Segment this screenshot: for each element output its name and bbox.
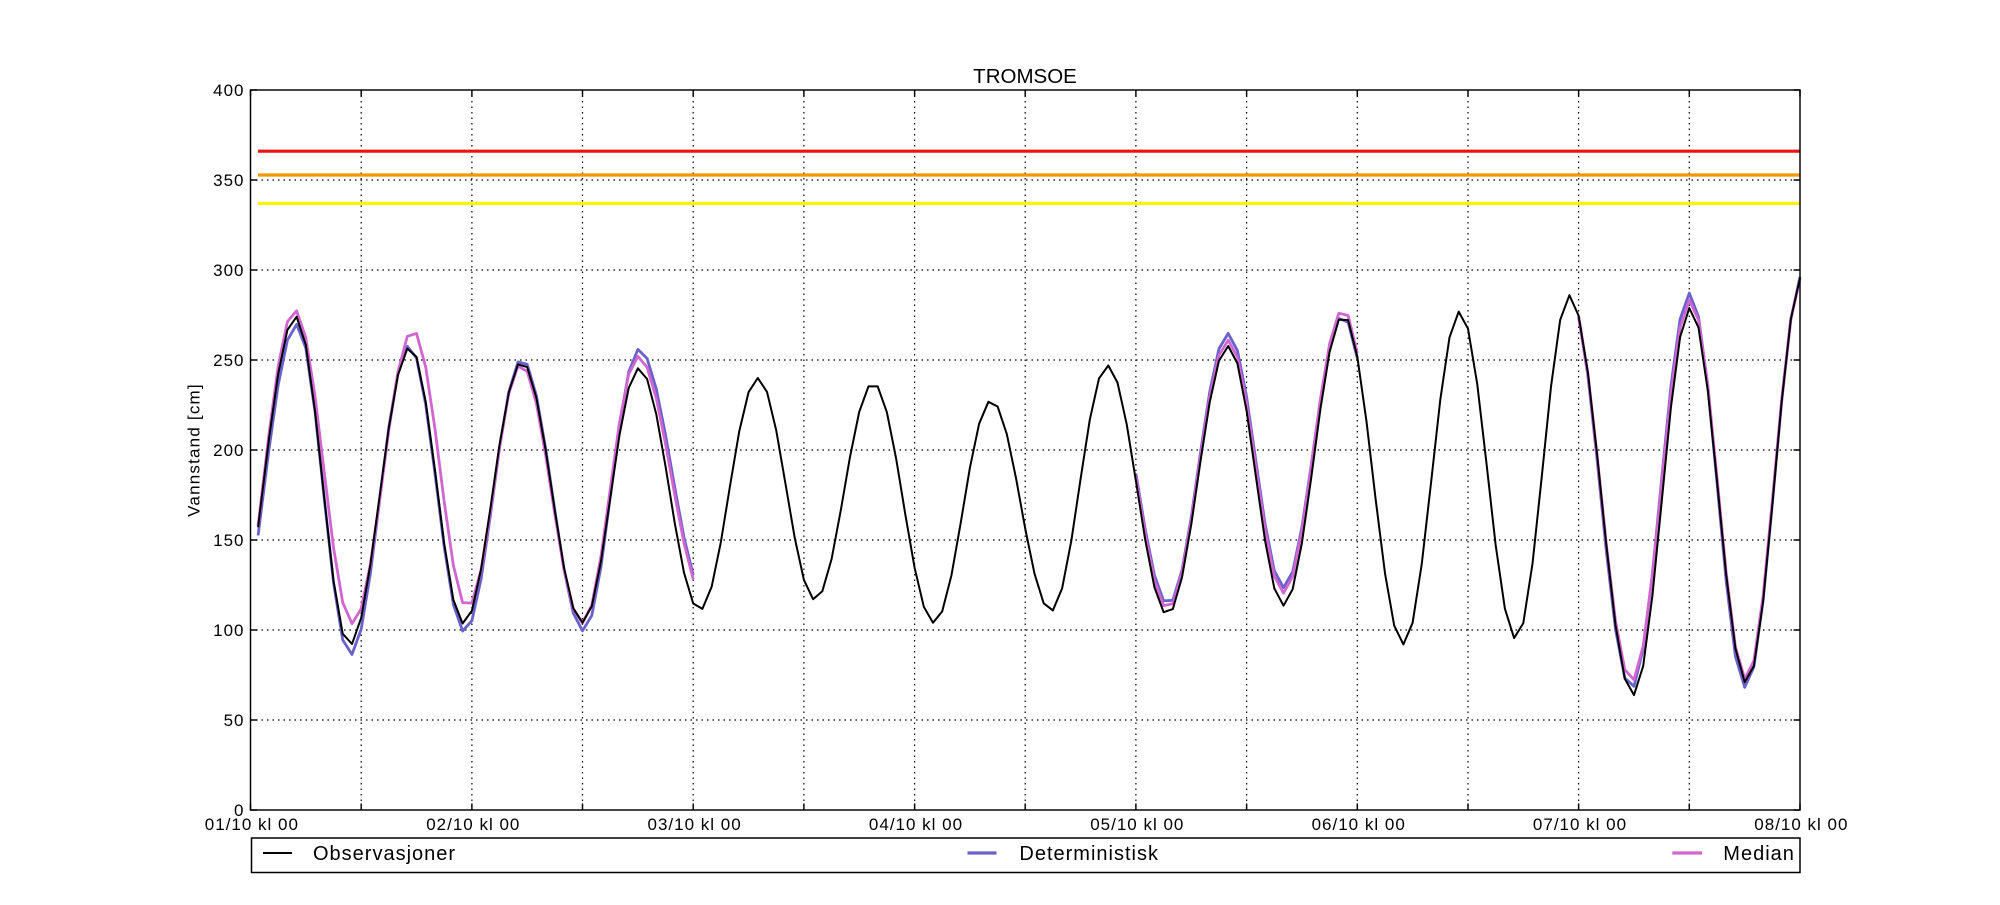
svg-text:04/10 kl 00: 04/10 kl 00: [869, 815, 963, 834]
svg-text:01/10 kl 00: 01/10 kl 00: [205, 815, 299, 834]
svg-text:Median: Median: [1723, 843, 1795, 865]
svg-text:03/10 kl 00: 03/10 kl 00: [648, 815, 742, 834]
svg-text:06/10 kl 00: 06/10 kl 00: [1312, 815, 1406, 834]
svg-text:50: 50: [224, 711, 245, 730]
svg-text:05/10 kl 00: 05/10 kl 00: [1090, 815, 1184, 834]
svg-text:350: 350: [213, 171, 244, 190]
svg-text:Deterministisk: Deterministisk: [1019, 843, 1159, 865]
svg-text:Observasjoner: Observasjoner: [313, 843, 456, 865]
svg-text:200: 200: [213, 441, 244, 460]
svg-text:400: 400: [213, 81, 244, 100]
svg-text:300: 300: [213, 261, 244, 280]
svg-text:02/10 kl 00: 02/10 kl 00: [426, 815, 520, 834]
svg-text:TROMSOE: TROMSOE: [973, 65, 1077, 88]
svg-text:100: 100: [213, 621, 244, 640]
svg-text:0: 0: [234, 801, 244, 820]
svg-text:Vannstand [cm]: Vannstand [cm]: [185, 383, 204, 517]
svg-text:150: 150: [213, 531, 244, 550]
svg-text:08/10 kl 00: 08/10 kl 00: [1754, 815, 1848, 834]
svg-text:07/10 kl 00: 07/10 kl 00: [1533, 815, 1627, 834]
svg-text:250: 250: [213, 351, 244, 370]
